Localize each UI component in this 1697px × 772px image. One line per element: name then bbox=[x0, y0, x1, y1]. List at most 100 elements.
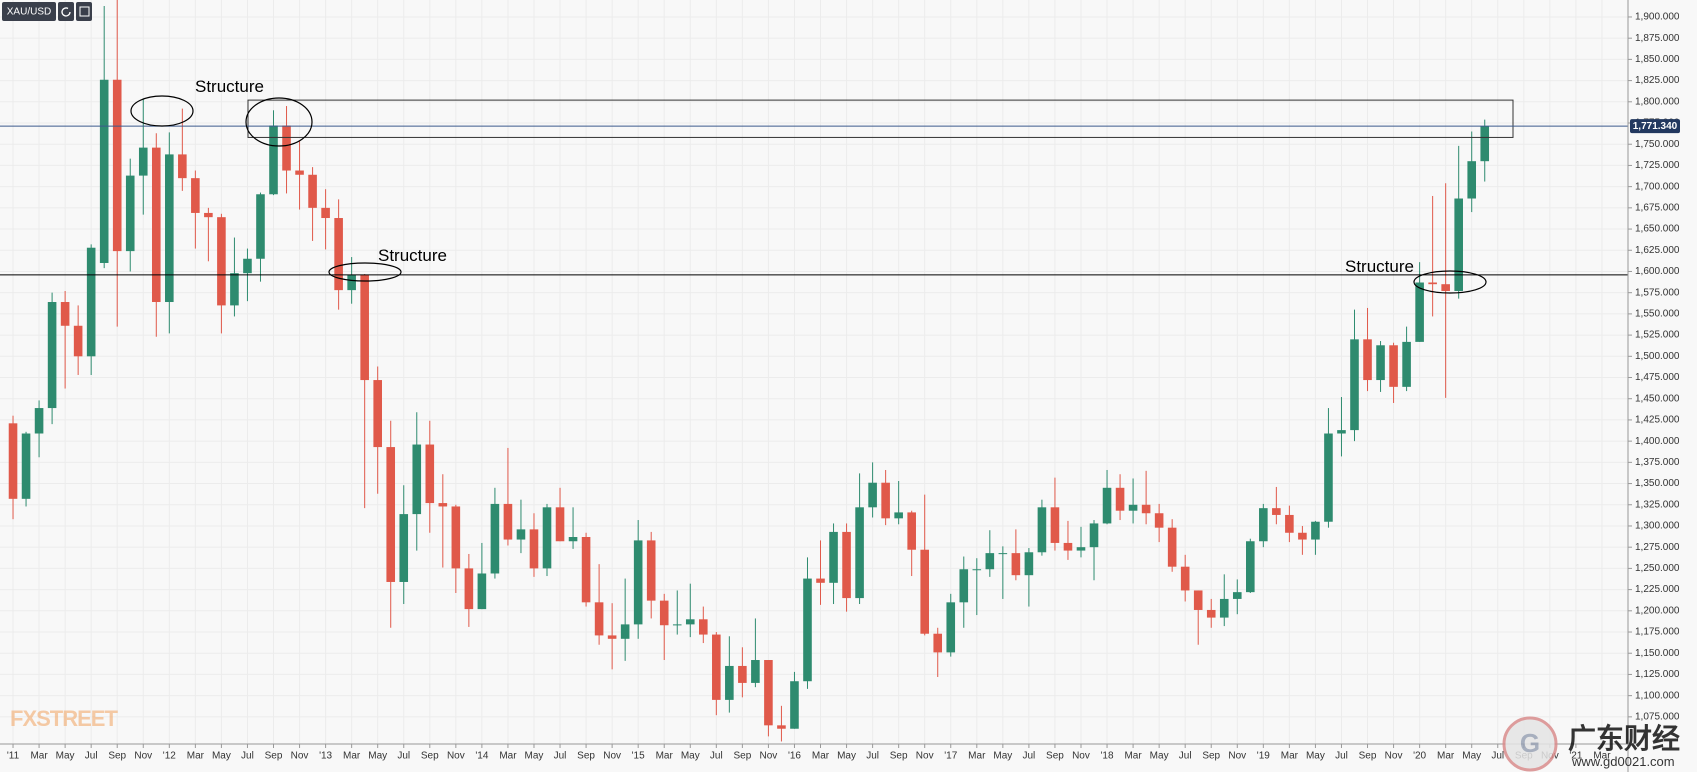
candle-body bbox=[1154, 513, 1164, 528]
y-tick-label: 1,625.000 bbox=[1635, 245, 1680, 256]
candle-body bbox=[1102, 487, 1112, 524]
candle-body bbox=[555, 507, 565, 542]
y-tick-label: 1,225.000 bbox=[1635, 584, 1680, 595]
candle-body bbox=[581, 537, 591, 603]
candle-body bbox=[112, 79, 122, 252]
x-tick-label: May bbox=[212, 751, 231, 762]
candle-body bbox=[191, 178, 200, 213]
candle-body bbox=[842, 531, 851, 599]
candle-body bbox=[1389, 345, 1398, 387]
annotation: Structure bbox=[1345, 257, 1414, 276]
candle-body bbox=[1428, 282, 1437, 285]
x-tick-label: Jul bbox=[85, 751, 98, 762]
candle-body bbox=[698, 619, 708, 635]
candle-body bbox=[907, 512, 916, 550]
candle-body bbox=[516, 529, 526, 540]
x-tick-label: Jul bbox=[1179, 751, 1192, 762]
candle-body bbox=[1285, 514, 1294, 533]
candle-body bbox=[8, 423, 18, 499]
candle-body bbox=[568, 537, 578, 542]
candle-body bbox=[712, 634, 721, 700]
x-tick-label: Sep bbox=[1359, 751, 1377, 762]
x-tick-label: Sep bbox=[265, 751, 283, 762]
y-tick-label: 1,350.000 bbox=[1635, 478, 1680, 489]
x-tick-label: '13 bbox=[319, 751, 332, 762]
resistance-zone bbox=[247, 99, 1514, 138]
candle-body bbox=[47, 302, 57, 409]
x-tick-label: May bbox=[56, 751, 75, 762]
candle-body bbox=[1011, 553, 1021, 576]
y-tick-label: 1,100.000 bbox=[1635, 690, 1680, 701]
x-tick-label: Sep bbox=[108, 751, 126, 762]
symbol: XAU/USD bbox=[7, 7, 51, 18]
candle-body bbox=[1076, 547, 1086, 551]
candle-body bbox=[529, 529, 539, 569]
x-tick-label: Nov bbox=[916, 751, 934, 762]
candle-body bbox=[217, 217, 226, 306]
y-tick-label: 1,875.000 bbox=[1635, 33, 1680, 44]
candle-body bbox=[646, 540, 656, 601]
symbol-box[interactable] bbox=[2, 2, 56, 21]
candle-body bbox=[503, 503, 513, 540]
candle-body bbox=[99, 79, 109, 263]
candle-body bbox=[972, 569, 982, 571]
y-tick-label: 1,550.000 bbox=[1635, 309, 1680, 320]
candle-body bbox=[816, 578, 825, 583]
y-tick-label: 1,900.000 bbox=[1635, 12, 1680, 23]
candle-body bbox=[1141, 504, 1151, 514]
watermark-url: www.gd0021.com bbox=[1571, 754, 1675, 769]
candle-body bbox=[1050, 507, 1060, 543]
refresh-button[interactable] bbox=[58, 2, 74, 21]
candle-body bbox=[256, 194, 265, 259]
grid bbox=[0, 0, 1628, 744]
calendar-button[interactable] bbox=[76, 2, 92, 21]
logo: FXSTREET bbox=[10, 706, 118, 731]
x-tick-label: '16 bbox=[788, 751, 801, 762]
y-tick-label: 1,075.000 bbox=[1635, 711, 1680, 722]
candle-body bbox=[1402, 341, 1411, 387]
watermark-title: 广东财经 bbox=[1568, 722, 1680, 754]
x-tick-label: Sep bbox=[577, 751, 595, 762]
candle-body bbox=[920, 549, 930, 634]
x-tick-label: '17 bbox=[944, 751, 957, 762]
candle-body bbox=[985, 553, 995, 570]
candle-body bbox=[1350, 339, 1359, 431]
x-tick-label: Nov bbox=[1228, 751, 1246, 762]
candle-body bbox=[607, 635, 617, 639]
y-tick-label: 1,600.000 bbox=[1635, 266, 1680, 277]
y-tick-label: 1,750.000 bbox=[1635, 139, 1680, 150]
y-tick-label: 1,850.000 bbox=[1635, 54, 1680, 65]
candle-body bbox=[412, 444, 422, 515]
candle-body bbox=[1037, 507, 1047, 553]
candle-body bbox=[1376, 345, 1385, 381]
x-tick-label: '21 bbox=[1569, 751, 1582, 762]
candle-body bbox=[490, 503, 500, 574]
candle-body bbox=[464, 568, 474, 610]
candle-body bbox=[1180, 566, 1190, 591]
toolbar: XAU/USD bbox=[2, 2, 92, 21]
candle-body bbox=[829, 531, 838, 583]
price-label: 1,771.340 bbox=[1633, 121, 1678, 132]
candle-body bbox=[151, 147, 161, 303]
y-tick-label: 1,825.000 bbox=[1635, 75, 1680, 86]
y-tick-label: 1,700.000 bbox=[1635, 181, 1680, 192]
x-tick-label: Nov bbox=[603, 751, 621, 762]
candle-body bbox=[373, 380, 382, 448]
x-tick-label: Sep bbox=[421, 751, 439, 762]
candle-body bbox=[230, 273, 239, 306]
candle-body bbox=[764, 660, 773, 726]
candle-body bbox=[1128, 504, 1138, 511]
x-tick-label: Jul bbox=[1335, 751, 1348, 762]
candle-body bbox=[178, 154, 187, 179]
candle-body bbox=[620, 624, 630, 639]
candle-body bbox=[868, 482, 877, 508]
y-tick-label: 1,375.000 bbox=[1635, 457, 1680, 468]
x-tick-label: Sep bbox=[890, 751, 908, 762]
x-tick-label: Mar bbox=[30, 751, 48, 762]
x-tick-label: Nov bbox=[447, 751, 465, 762]
candle-body bbox=[881, 482, 890, 519]
x-tick-label: Mar bbox=[812, 751, 830, 762]
